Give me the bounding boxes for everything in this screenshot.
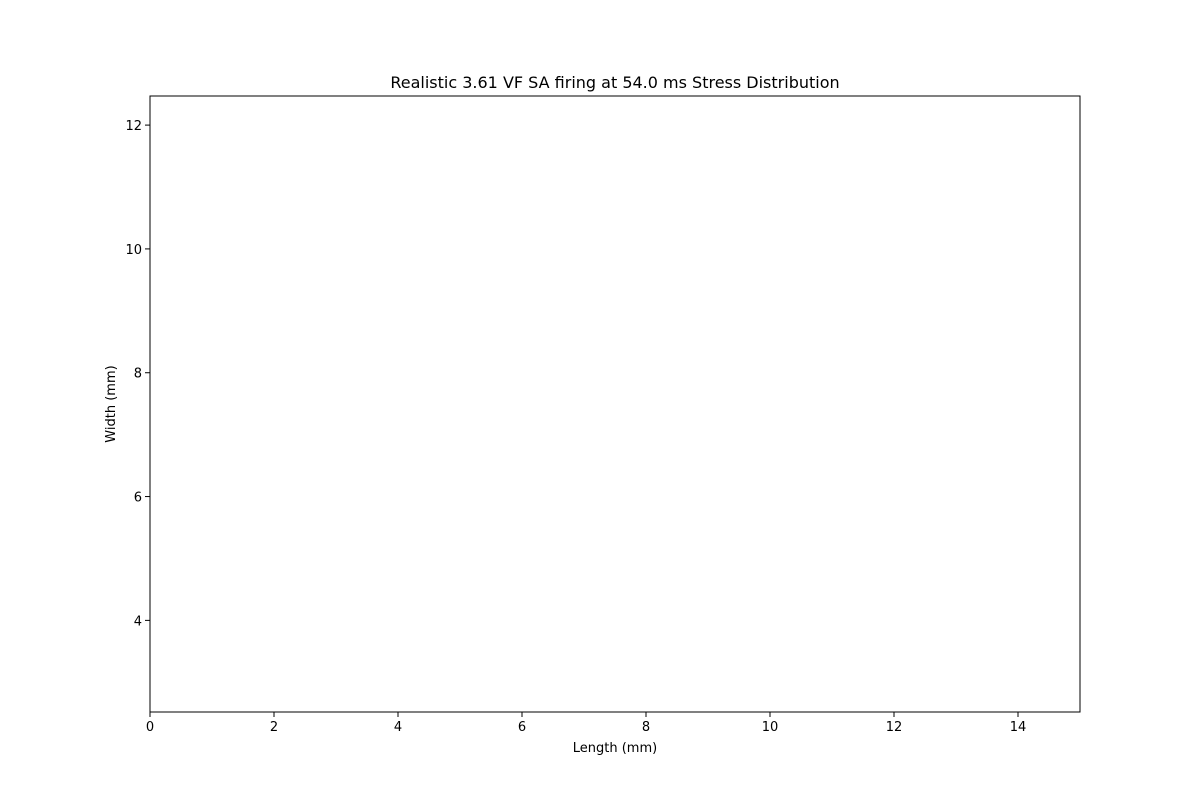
x-tick-label: 10 (762, 720, 779, 735)
x-tick-label: 8 (642, 720, 650, 735)
y-tick-label: 6 (134, 491, 142, 506)
x-tick-label: 14 (1010, 720, 1027, 735)
x-tick-label: 2 (270, 720, 278, 735)
x-tick-label: 6 (518, 720, 526, 735)
x-tick-label: 4 (394, 720, 402, 735)
y-tick-label: 12 (125, 119, 142, 134)
x-axis-label: Length (mm) (573, 741, 657, 756)
x-tick-label: 12 (886, 720, 903, 735)
x-tick-label: 0 (146, 720, 154, 735)
x-axis-ticks: 0 2 4 6 8 10 12 14 (146, 712, 1026, 735)
plot-area (149, 95, 1081, 713)
y-tick-label: 10 (125, 243, 142, 258)
y-tick-label: 8 (134, 367, 142, 382)
chart-title: Realistic 3.61 VF SA firing at 54.0 ms S… (390, 73, 839, 92)
y-axis-ticks: 4 6 8 10 12 (125, 119, 150, 629)
y-tick-label: 4 (134, 614, 142, 629)
y-axis-label: Width (mm) (104, 365, 119, 442)
